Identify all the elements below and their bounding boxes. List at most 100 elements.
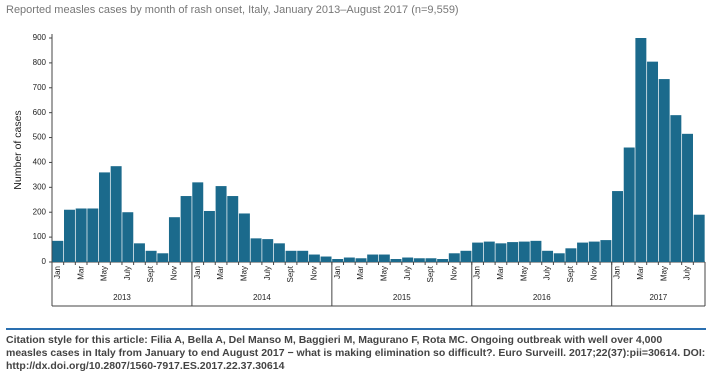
bar [413, 258, 425, 262]
bar [495, 243, 507, 262]
y-tick-label: 800 [33, 58, 47, 67]
x-tick-label: July [403, 266, 412, 280]
x-tick-label: Mar [216, 266, 225, 280]
x-tick-label: July [123, 266, 132, 280]
bar [390, 259, 402, 262]
bar [670, 115, 682, 263]
x-tick-label: Nov [449, 266, 458, 280]
bar [425, 258, 437, 262]
x-tick-label: Nov [309, 266, 318, 280]
x-tick-label: Sept [426, 265, 435, 282]
chart-title: Reported measles cases by month of rash … [6, 4, 459, 16]
bar [472, 242, 484, 262]
x-tick-label: July [263, 266, 272, 280]
x-tick-label: Mar [496, 266, 505, 280]
group-label: 2016 [533, 293, 551, 302]
bar [448, 253, 460, 262]
bar [437, 259, 449, 262]
y-tick-label: 700 [33, 83, 47, 92]
bar [238, 213, 250, 262]
bar [507, 242, 519, 262]
bar [285, 250, 297, 262]
x-tick-label: Jan [473, 266, 482, 279]
bar [588, 241, 600, 262]
x-tick-label: May [100, 266, 109, 281]
bar [600, 240, 612, 262]
x-tick-label: Jan [53, 266, 62, 279]
bar [542, 250, 554, 262]
bar [343, 257, 355, 262]
bar [647, 61, 659, 263]
bar [612, 191, 624, 262]
x-tick-label: Mar [636, 266, 645, 280]
bar [64, 209, 75, 262]
group-label: 2015 [393, 293, 411, 302]
bar [75, 208, 87, 262]
bar [693, 214, 705, 262]
bar [682, 133, 693, 262]
bar [367, 254, 379, 262]
y-tick-label: 500 [33, 133, 47, 142]
x-tick-label: Sept [566, 265, 575, 282]
x-tick-label: Mar [76, 266, 85, 280]
bar [122, 212, 134, 262]
bar [110, 166, 122, 262]
bar [460, 250, 472, 262]
x-tick-label: May [240, 266, 249, 281]
bar [52, 240, 64, 262]
y-tick-label: 900 [33, 33, 47, 42]
x-tick-label: Jan [333, 266, 342, 279]
bar [635, 38, 647, 262]
bar [320, 256, 332, 262]
bar [483, 241, 495, 262]
bar [227, 196, 239, 262]
bar [250, 238, 262, 262]
bar [145, 250, 157, 262]
x-tick-label: July [543, 266, 552, 280]
bar [157, 253, 169, 262]
bar [658, 79, 670, 262]
y-tick-label: 200 [33, 207, 47, 216]
y-tick-label: 100 [33, 232, 47, 241]
x-tick-label: Mar [356, 266, 365, 280]
bar [133, 243, 145, 262]
bar [192, 182, 204, 262]
bar [273, 243, 285, 262]
bar [355, 258, 367, 262]
bar [530, 240, 542, 262]
bar [87, 208, 99, 262]
y-tick-label: 600 [33, 108, 47, 117]
bar [518, 241, 530, 262]
x-tick-label: July [683, 266, 692, 280]
bar [402, 257, 414, 262]
group-label: 2013 [113, 293, 131, 302]
bar [308, 254, 320, 262]
bar [297, 250, 309, 262]
x-tick-label: Nov [170, 266, 179, 280]
x-tick-label: May [659, 266, 668, 281]
bar [623, 147, 635, 262]
x-tick-label: Jan [613, 266, 622, 279]
x-tick-label: Sept [146, 265, 155, 282]
bar [180, 196, 192, 262]
group-label: 2017 [649, 293, 667, 302]
bar [98, 172, 110, 262]
bar [378, 254, 390, 262]
citation: Citation style for this article: Filia A… [6, 328, 706, 373]
bar [553, 253, 565, 262]
x-tick-label: May [379, 266, 388, 281]
bar [565, 248, 577, 262]
y-axis-label: Number of cases [12, 110, 24, 189]
chart: Reported measles cases by month of rash … [6, 4, 706, 307]
x-tick-label: Jan [193, 266, 202, 279]
x-tick-label: May [519, 266, 528, 281]
y-tick-label: 400 [33, 158, 47, 167]
group-label: 2014 [253, 293, 271, 302]
bar [577, 242, 589, 262]
bar [262, 239, 274, 262]
x-tick-label: Sept [286, 265, 295, 282]
y-tick-label: 300 [33, 182, 47, 191]
y-tick-label: 0 [42, 257, 47, 266]
bar [332, 259, 344, 262]
